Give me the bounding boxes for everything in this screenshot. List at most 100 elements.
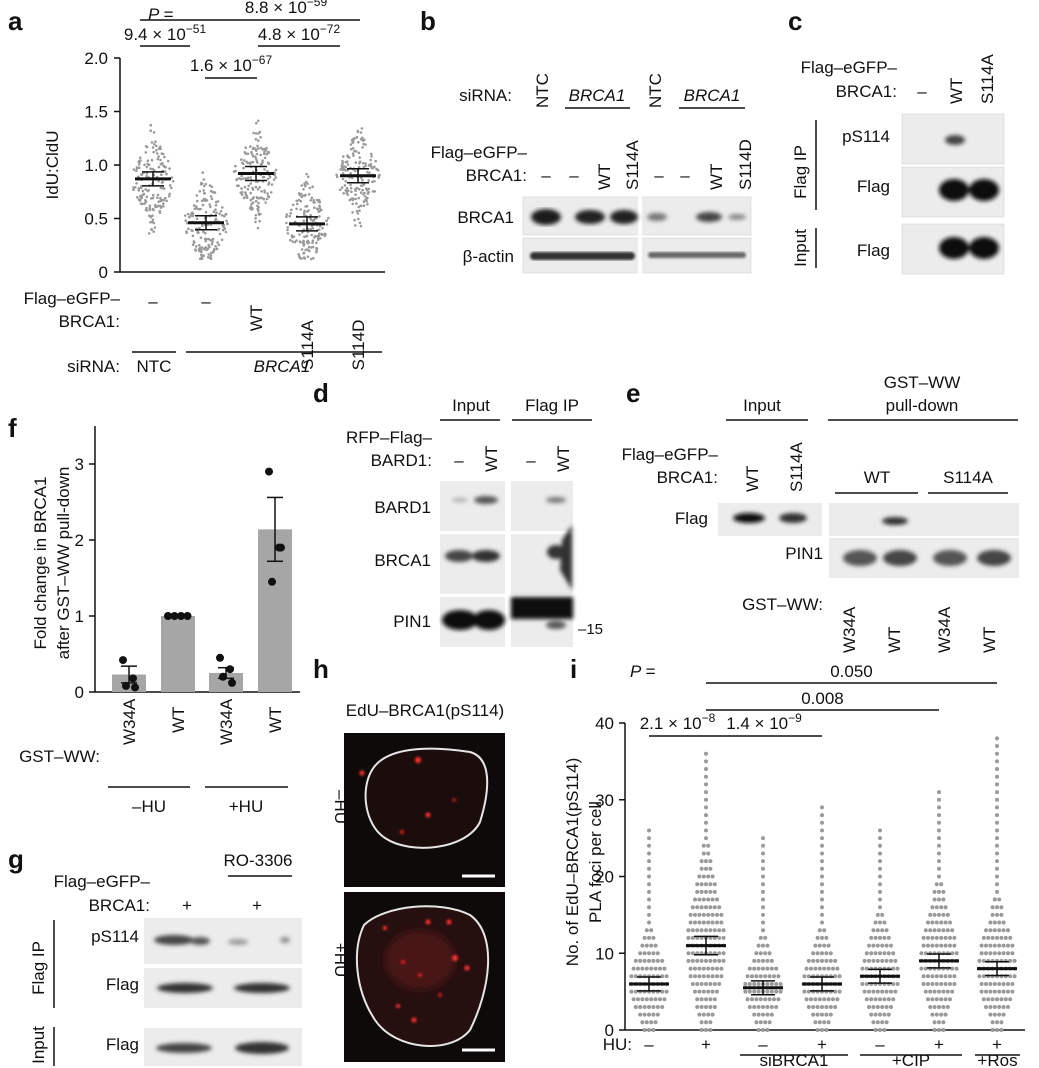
panel-i-point [934,935,939,940]
panel-a-point [362,200,366,203]
panel-f-point [183,612,192,620]
panel-a-point [354,224,357,227]
panel-i-point [937,866,941,871]
panel-i-point [743,982,748,986]
panel-d-row-pin1: PIN1 [393,612,431,631]
panel-i-point [882,951,887,956]
panel-i-point [756,943,761,948]
panel-i-point [930,920,935,925]
panel-a-point [168,192,171,196]
panel-i-point [649,997,654,1002]
panel-i-point [979,982,984,986]
panel-i-point [1010,943,1015,948]
panel-f-category-label: W34A [120,698,139,745]
panel-a-point [371,190,375,193]
panel-a-point [375,167,378,171]
panel-a-point [346,193,350,196]
panel-a-point [145,209,148,212]
panel-a-point [185,230,188,233]
panel-i-y-tick-label: 40 [595,714,614,733]
panel-a-point [158,145,162,148]
panel-i-point [937,889,941,894]
panel-i-point [884,928,889,933]
panel-i-point [878,889,882,894]
panel-i-point [932,1005,937,1009]
panel-i-point [820,836,824,841]
panel-i-point [943,920,948,925]
panel-i-point [884,943,889,948]
panel-a-point [216,241,219,244]
panel-a-point [139,185,143,188]
panel-i-point [995,874,999,879]
panel-a-point [214,245,217,248]
panel-i-point [763,974,768,979]
panel-a-point [312,198,316,202]
panel-i-point [880,958,885,963]
panel-a-point [202,230,205,234]
panel-i-point [941,1020,946,1025]
panel-i-point [804,966,809,971]
panel-i-point [869,1012,874,1017]
panel-i-point [822,1020,827,1025]
panel-a-point [254,149,258,152]
panel-a-point [145,165,149,169]
panel-i-point [647,951,651,956]
panel-i-point [717,951,722,956]
panel-a-point [340,186,344,189]
panel-a-point [364,162,367,165]
panel-i-point [644,943,649,948]
panel-a-point [209,205,212,209]
panel-a-point [370,152,373,156]
panel-i-point [695,1005,700,1009]
panel-d-row-bard1: BARD1 [374,498,431,517]
panel-i-point [765,943,770,948]
panel-a-point [254,220,257,224]
panel-a-point [191,212,195,216]
panel-i-point [708,905,713,910]
panel-a-point [203,192,206,195]
panel-i-point [647,866,651,871]
panel-b-col-label: – [541,166,551,185]
panel-i-point [769,958,774,963]
panel-i-point [939,882,944,887]
panel-i-point [649,943,654,948]
panel-a-point [250,150,253,154]
panel-i-point [765,1005,770,1009]
panel-c-flag-label2: BRCA1: [836,82,897,101]
panel-i-point [640,966,645,971]
panel-a-point [303,257,307,260]
panel-a-point [259,163,263,166]
panel-a-point [192,241,196,244]
panel-i-point [1006,1005,1010,1009]
panel-i-point [651,1012,656,1017]
panel-a-point [290,235,294,239]
panel-a-point [357,165,361,169]
panel-a-point [138,199,142,202]
panel-i-point [815,1028,820,1032]
panel-a-point [360,184,363,187]
panel-i-point [882,997,887,1002]
panel-a-point [163,165,166,168]
panel-i-point [699,882,704,887]
panel-i-point [820,1005,824,1009]
panel-a-point [223,214,226,218]
panel-i-point [752,989,757,994]
panel-a-point [256,119,260,123]
panel-i-hu-values: – + – + – + + [644,1035,1002,1054]
panel-i-point [943,935,948,940]
panel-a-point [196,199,199,203]
panel-i-point [934,974,939,979]
panel-i-point [884,1020,889,1025]
panel-a-point [190,228,193,232]
panel-i-point [864,966,869,971]
panel-b-row-actin: β-actin [463,247,514,266]
panel-i-point [815,1012,820,1017]
panel-i-point [631,966,636,971]
panel-a-point [357,196,361,200]
panel-i-point [939,982,944,986]
panel-b-col-label: WT [595,164,614,190]
panel-i-point [655,1005,660,1009]
panel-i-point [765,1028,770,1032]
panel-i-point [871,958,876,963]
panel-a-point [373,190,377,193]
